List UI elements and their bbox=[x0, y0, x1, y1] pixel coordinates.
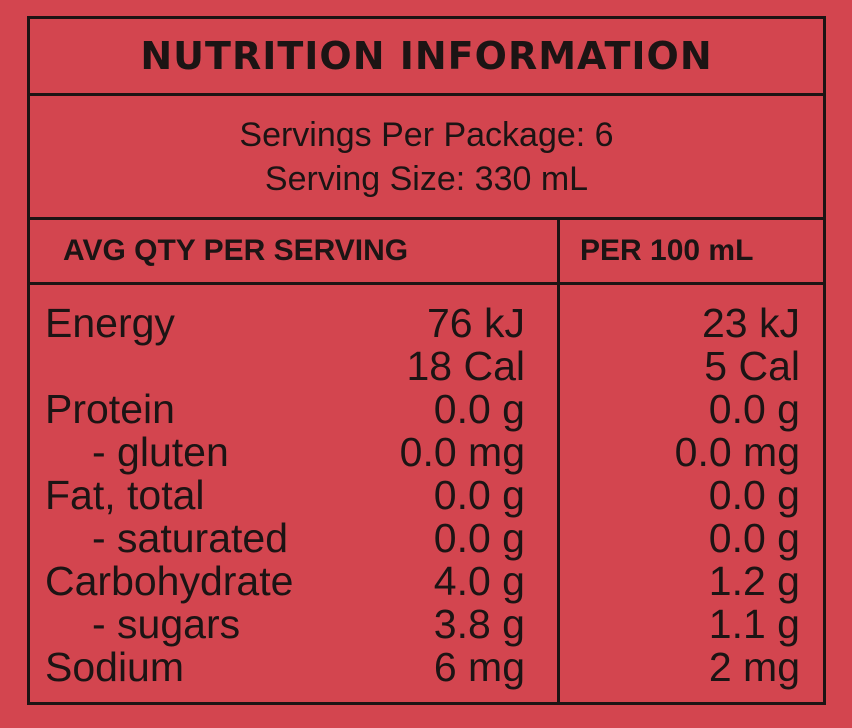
per-100ml-value: 1.1 g bbox=[708, 601, 800, 647]
nutrient-row-saturated: - saturated 0.0 g 0.0 g bbox=[30, 517, 823, 560]
nutrient-rows: Energy 76 kJ 23 kJ 18 Cal 5 Cal Protein … bbox=[30, 302, 823, 689]
nutrient-label: Fat, total bbox=[45, 472, 205, 518]
nutrient-label: - gluten bbox=[92, 429, 229, 475]
nutrient-label: - saturated bbox=[92, 515, 288, 561]
nutrient-row-sodium: Sodium 6 mg 2 mg bbox=[30, 646, 823, 689]
nutrient-label: - sugars bbox=[92, 601, 241, 647]
per-100ml-value: 0.0 g bbox=[708, 386, 800, 432]
per-100ml-value: 0.0 mg bbox=[674, 429, 800, 475]
nutrient-row-fat-total: Fat, total 0.0 g 0.0 g bbox=[30, 474, 823, 517]
nutrient-row-carbohydrate: Carbohydrate 4.0 g 1.2 g bbox=[30, 560, 823, 603]
nutrient-label: Carbohydrate bbox=[45, 558, 294, 604]
nutrient-label: Protein bbox=[45, 386, 175, 432]
per-100ml-value: 0.0 g bbox=[708, 472, 800, 518]
per-100ml-value: 0.0 g bbox=[708, 515, 800, 561]
nutrient-label: Energy bbox=[45, 300, 175, 346]
per-serving-value: 4.0 g bbox=[433, 558, 525, 604]
per-serving-value: 18 Cal bbox=[406, 343, 525, 389]
per-100ml-value: 1.2 g bbox=[708, 558, 800, 604]
nutrient-row-energy-cal: 18 Cal 5 Cal bbox=[30, 345, 823, 388]
nutrient-label: Sodium bbox=[45, 644, 185, 690]
panel-title: NUTRITION INFORMATION bbox=[30, 19, 823, 96]
per-100ml-value: 5 Cal bbox=[704, 343, 800, 389]
header-per-100ml: PER 100 mL bbox=[580, 234, 754, 267]
per-serving-value: 0.0 mg bbox=[399, 429, 525, 475]
per-serving-value: 0.0 g bbox=[433, 472, 525, 518]
nutrient-row-energy: Energy 76 kJ 23 kJ bbox=[30, 302, 823, 345]
nutrient-row-protein: Protein 0.0 g 0.0 g bbox=[30, 388, 823, 431]
per-serving-value: 0.0 g bbox=[433, 386, 525, 432]
per-serving-value: 6 mg bbox=[433, 644, 525, 690]
servings-info: Servings Per Package: 6 Serving Size: 33… bbox=[30, 96, 823, 220]
column-divider bbox=[557, 217, 560, 705]
servings-per-package: Servings Per Package: 6 bbox=[239, 115, 614, 154]
per-100ml-value: 23 kJ bbox=[702, 300, 800, 346]
header-per-serving: AVG QTY PER SERVING bbox=[63, 234, 409, 267]
nutrient-row-sugars: - sugars 3.8 g 1.1 g bbox=[30, 603, 823, 646]
per-serving-value: 0.0 g bbox=[433, 515, 525, 561]
nutrition-panel: NUTRITION INFORMATION Servings Per Packa… bbox=[27, 16, 826, 705]
serving-size: Serving Size: 330 mL bbox=[264, 159, 589, 198]
column-headers: AVG QTY PER SERVING PER 100 mL bbox=[30, 220, 823, 285]
per-serving-value: 3.8 g bbox=[433, 601, 525, 647]
nutrient-row-gluten: - gluten 0.0 mg 0.0 mg bbox=[30, 431, 823, 474]
per-100ml-value: 2 mg bbox=[708, 644, 800, 690]
per-serving-value: 76 kJ bbox=[427, 300, 525, 346]
